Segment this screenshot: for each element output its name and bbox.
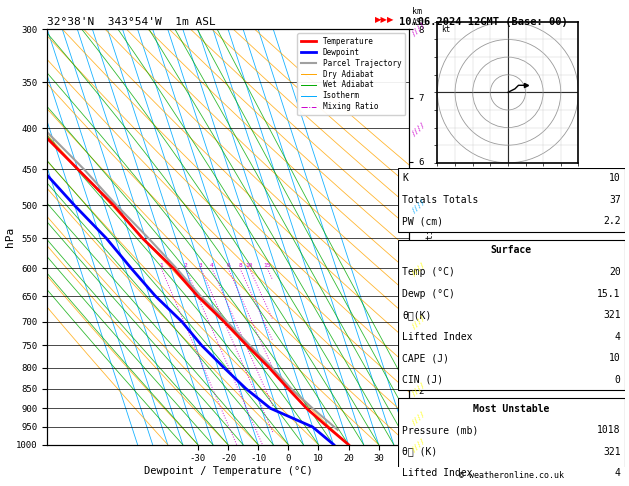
FancyBboxPatch shape [398,240,625,390]
Text: Totals Totals: Totals Totals [402,195,479,205]
Text: kt: kt [441,25,450,35]
X-axis label: Dewpoint / Temperature (°C): Dewpoint / Temperature (°C) [143,466,313,476]
Text: 10: 10 [609,353,621,363]
Text: 10: 10 [609,174,621,183]
Text: ////: //// [411,436,427,453]
Text: 20: 20 [609,267,621,277]
Text: 6: 6 [226,263,230,268]
Text: CIN (J): CIN (J) [402,375,443,384]
Text: 2.2: 2.2 [603,216,621,226]
Text: km
ASL: km ASL [412,7,427,27]
Text: LCL: LCL [488,425,503,434]
Text: 4: 4 [210,263,214,268]
Text: 32°38'N  343°54'W  1m ASL: 32°38'N 343°54'W 1m ASL [47,17,216,27]
FancyBboxPatch shape [398,398,625,486]
Text: 3: 3 [199,263,203,268]
Text: 4: 4 [615,331,621,342]
Text: Temp (°C): Temp (°C) [402,267,455,277]
Text: © weatheronline.co.uk: © weatheronline.co.uk [459,471,564,480]
Text: 1018: 1018 [597,425,621,435]
Text: Lifted Index: Lifted Index [402,331,472,342]
Y-axis label: hPa: hPa [4,227,14,247]
Text: 321: 321 [603,310,621,320]
Text: 15.1: 15.1 [597,289,621,298]
Text: ////: //// [411,410,427,426]
Text: 8: 8 [238,263,242,268]
Y-axis label: Mixing Ratio (g/kg): Mixing Ratio (g/kg) [426,186,435,288]
Text: 37: 37 [609,195,621,205]
Text: PW (cm): PW (cm) [402,216,443,226]
FancyBboxPatch shape [398,168,625,232]
Text: ////: //// [411,313,427,330]
Text: θᴄ (K): θᴄ (K) [402,447,437,457]
Text: 10.06.2024 12GMT (Base: 00): 10.06.2024 12GMT (Base: 00) [399,17,568,27]
Text: 1: 1 [159,263,163,268]
Text: ////: //// [411,197,427,213]
Text: Lifted Index: Lifted Index [402,468,472,478]
Text: CAPE (J): CAPE (J) [402,353,449,363]
Text: ////: //// [411,21,427,37]
Text: 0: 0 [615,375,621,384]
Text: Pressure (mb): Pressure (mb) [402,425,479,435]
Text: ////: //// [411,121,427,137]
Text: K: K [402,174,408,183]
Text: 2: 2 [184,263,187,268]
Text: 4: 4 [615,468,621,478]
Text: Most Unstable: Most Unstable [473,403,550,414]
Text: ////: //// [411,260,427,277]
Text: Surface: Surface [491,245,532,256]
Text: θᴄ(K): θᴄ(K) [402,310,431,320]
Text: 10: 10 [246,263,253,268]
Text: 321: 321 [603,447,621,457]
Text: ////: //// [411,381,427,397]
Text: Dewp (°C): Dewp (°C) [402,289,455,298]
Text: 15: 15 [264,263,271,268]
Legend: Temperature, Dewpoint, Parcel Trajectory, Dry Adiabat, Wet Adiabat, Isotherm, Mi: Temperature, Dewpoint, Parcel Trajectory… [298,33,405,115]
Text: ▶▶▶: ▶▶▶ [375,15,394,24]
